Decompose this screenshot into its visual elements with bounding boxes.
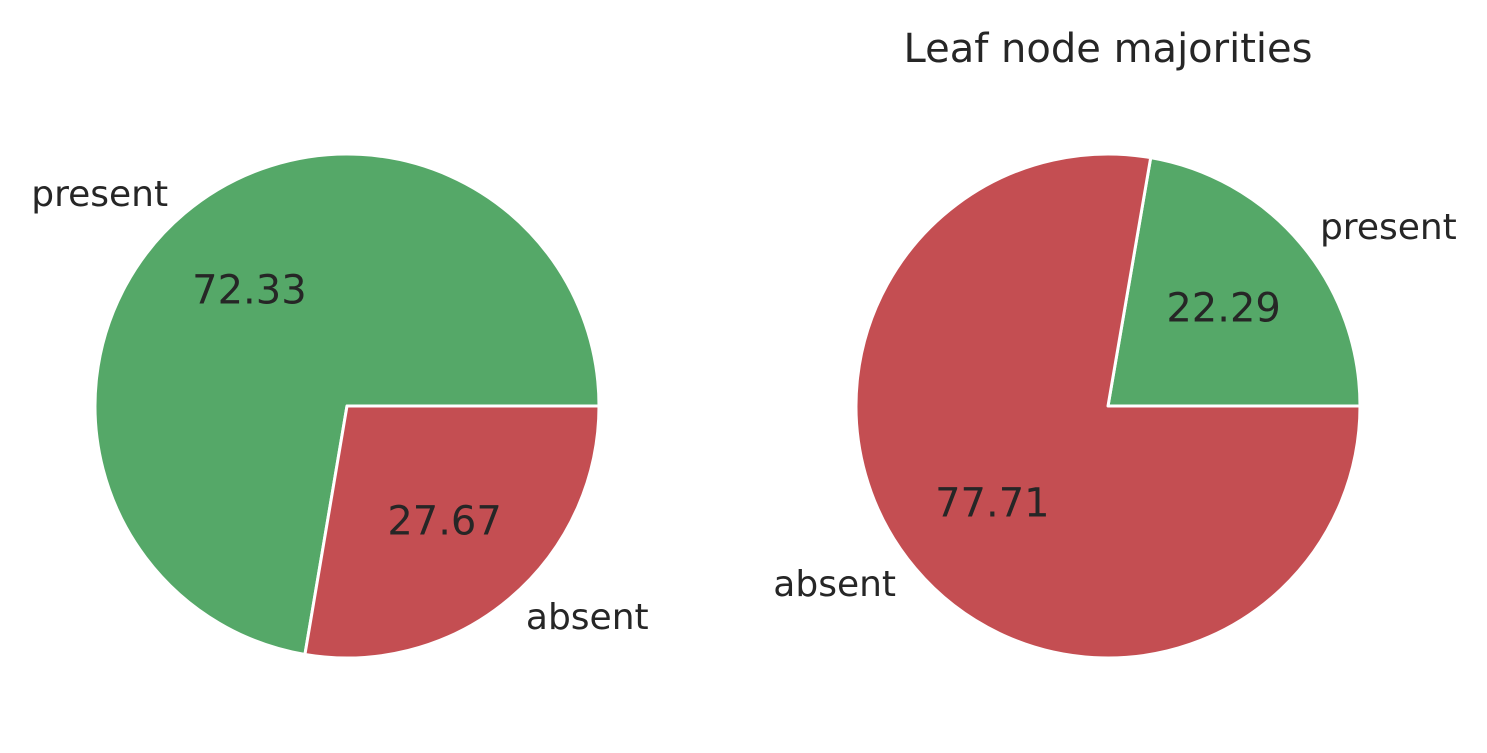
pie-slice-right-absent [854,152,1362,660]
slice-label-left-absent: absent [526,597,649,638]
pie-slice-left-absent [303,404,601,660]
value-label-left-absent: 27.67 [387,498,502,544]
slice-label-right-present: present [1320,207,1457,248]
pie-chart-left: present 72.33 absent 27.67 [31,152,649,660]
pie-slice-left-present [93,152,601,656]
slice-label-right-absent: absent [773,564,896,605]
value-label-right-present: 22.29 [1166,286,1281,332]
slice-label-left-present: present [31,174,168,215]
value-label-right-absent: 77.71 [935,480,1050,526]
pie-chart-right: Leaf node majorities present 22.29 absent 7… [773,26,1457,660]
pie-slice-right-present [1106,156,1362,408]
value-label-left-present: 72.33 [192,268,307,314]
chart-title-right: Leaf node majorities [904,26,1313,72]
